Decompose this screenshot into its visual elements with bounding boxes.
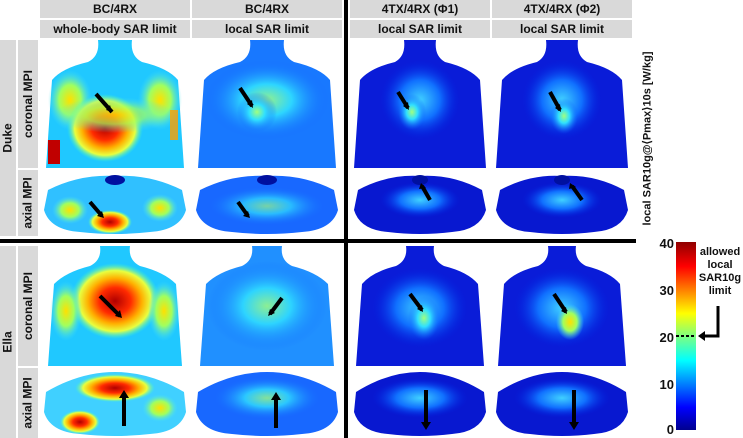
view-label-duke-coronal: coronal MPI [18, 40, 38, 168]
colorbar-tick-0: 0 [666, 422, 674, 437]
sar-map-ella-axial-4tx-phi1 [354, 372, 486, 436]
sar-map-ella-coronal-4tx-phi2 [498, 246, 626, 366]
sar-map-ella-axial-bc-local [196, 372, 338, 436]
limit-arrow-icon [698, 306, 720, 341]
col-header-3-group: 4TX/4RX (Φ1) [350, 0, 490, 18]
model-name: Ella [1, 331, 16, 353]
arrow-head [115, 310, 122, 318]
arrow-head [403, 102, 409, 110]
sar-map-ella-coronal-bc-local [200, 246, 334, 366]
col-header-3-sub: local SAR limit [350, 20, 490, 38]
sar-map-duke-axial-4tx-phi1 [354, 175, 486, 234]
col-header-4-group: 4TX/4RX (Φ2) [492, 0, 632, 18]
arrow-head [569, 422, 579, 430]
arrow-head [417, 305, 423, 312]
colorbar [676, 242, 696, 430]
allowed-line-4: limit [708, 285, 732, 297]
column-separator [344, 0, 348, 438]
allowed-limit-label: allowed local SAR10g limit [698, 246, 742, 298]
col-header-4-sub: local SAR limit [492, 20, 632, 38]
sar-map-duke-coronal-4tx-phi2 [496, 40, 628, 168]
sar-map-ella-coronal-bc-wholebody [48, 246, 182, 366]
col-header-2-group: BC/4RX [192, 0, 342, 18]
allowed-line-2: local [707, 259, 733, 271]
sar-map-ella-coronal-4tx-phi1 [356, 246, 484, 366]
view-name: axial MPI [21, 177, 36, 229]
model-label-duke: Duke [0, 40, 16, 236]
view-label-ella-coronal: coronal MPI [18, 246, 38, 366]
allowed-line-1: allowed [699, 246, 741, 258]
colorbar-tick-40: 40 [659, 236, 674, 251]
model-name: Duke [1, 123, 15, 153]
model-separator [0, 239, 636, 243]
arrow-head [268, 309, 275, 316]
arrow-head [97, 211, 104, 218]
arrow-head [119, 390, 129, 398]
sar-map-duke-axial-4tx-phi2 [496, 175, 628, 234]
arrow-head [555, 104, 561, 112]
sar-map-ella-axial-4tx-phi2 [496, 372, 628, 436]
view-name: axial MPI [21, 377, 36, 429]
sar-map-duke-coronal-4tx-phi1 [354, 40, 486, 168]
arrow-head [247, 100, 253, 108]
colorbar-tick-30: 30 [659, 283, 674, 298]
sar-map-duke-axial-bc-local [196, 175, 338, 234]
sar-map-duke-coronal-bc-local [198, 40, 336, 168]
col-header-2-sub: local SAR limit [192, 20, 342, 38]
colorbar-tick-10: 10 [659, 377, 674, 392]
view-label-duke-axial: axial MPI [18, 170, 38, 236]
hotspot-arrow [98, 294, 122, 318]
arrow-head [106, 105, 112, 112]
view-name: coronal MPI [21, 271, 36, 341]
colorbar-tick-20: 20 [659, 330, 674, 345]
col-header-1-group: BC/4RX [40, 0, 190, 18]
view-label-ella-axial: axial MPI [18, 368, 38, 438]
colorbar-title: local SAR10g@⟨Pmax⟩10s [W/kg] [636, 40, 658, 236]
sar-map-duke-axial-bc-wholebody [44, 175, 186, 234]
view-name: coronal MPI [21, 69, 36, 139]
sar-map-duke-coronal-bc-wholebody [46, 40, 184, 168]
col-header-1-sub: whole-body SAR limit [40, 20, 190, 38]
arrow-head [421, 422, 431, 430]
colorbar-title-text: local SAR10g@⟨Pmax⟩10s [W/kg] [641, 51, 654, 225]
arrow-head [271, 392, 281, 400]
arrow-head [569, 183, 576, 189]
model-label-ella: Ella [0, 246, 16, 438]
sar-map-ella-axial-bc-wholebody [44, 372, 186, 436]
arrow-head [561, 307, 567, 314]
hotspot-arrow [570, 184, 584, 202]
allowed-line-3: SAR10g [698, 272, 742, 284]
arrow-head [243, 211, 250, 218]
arrow-head [419, 183, 426, 189]
